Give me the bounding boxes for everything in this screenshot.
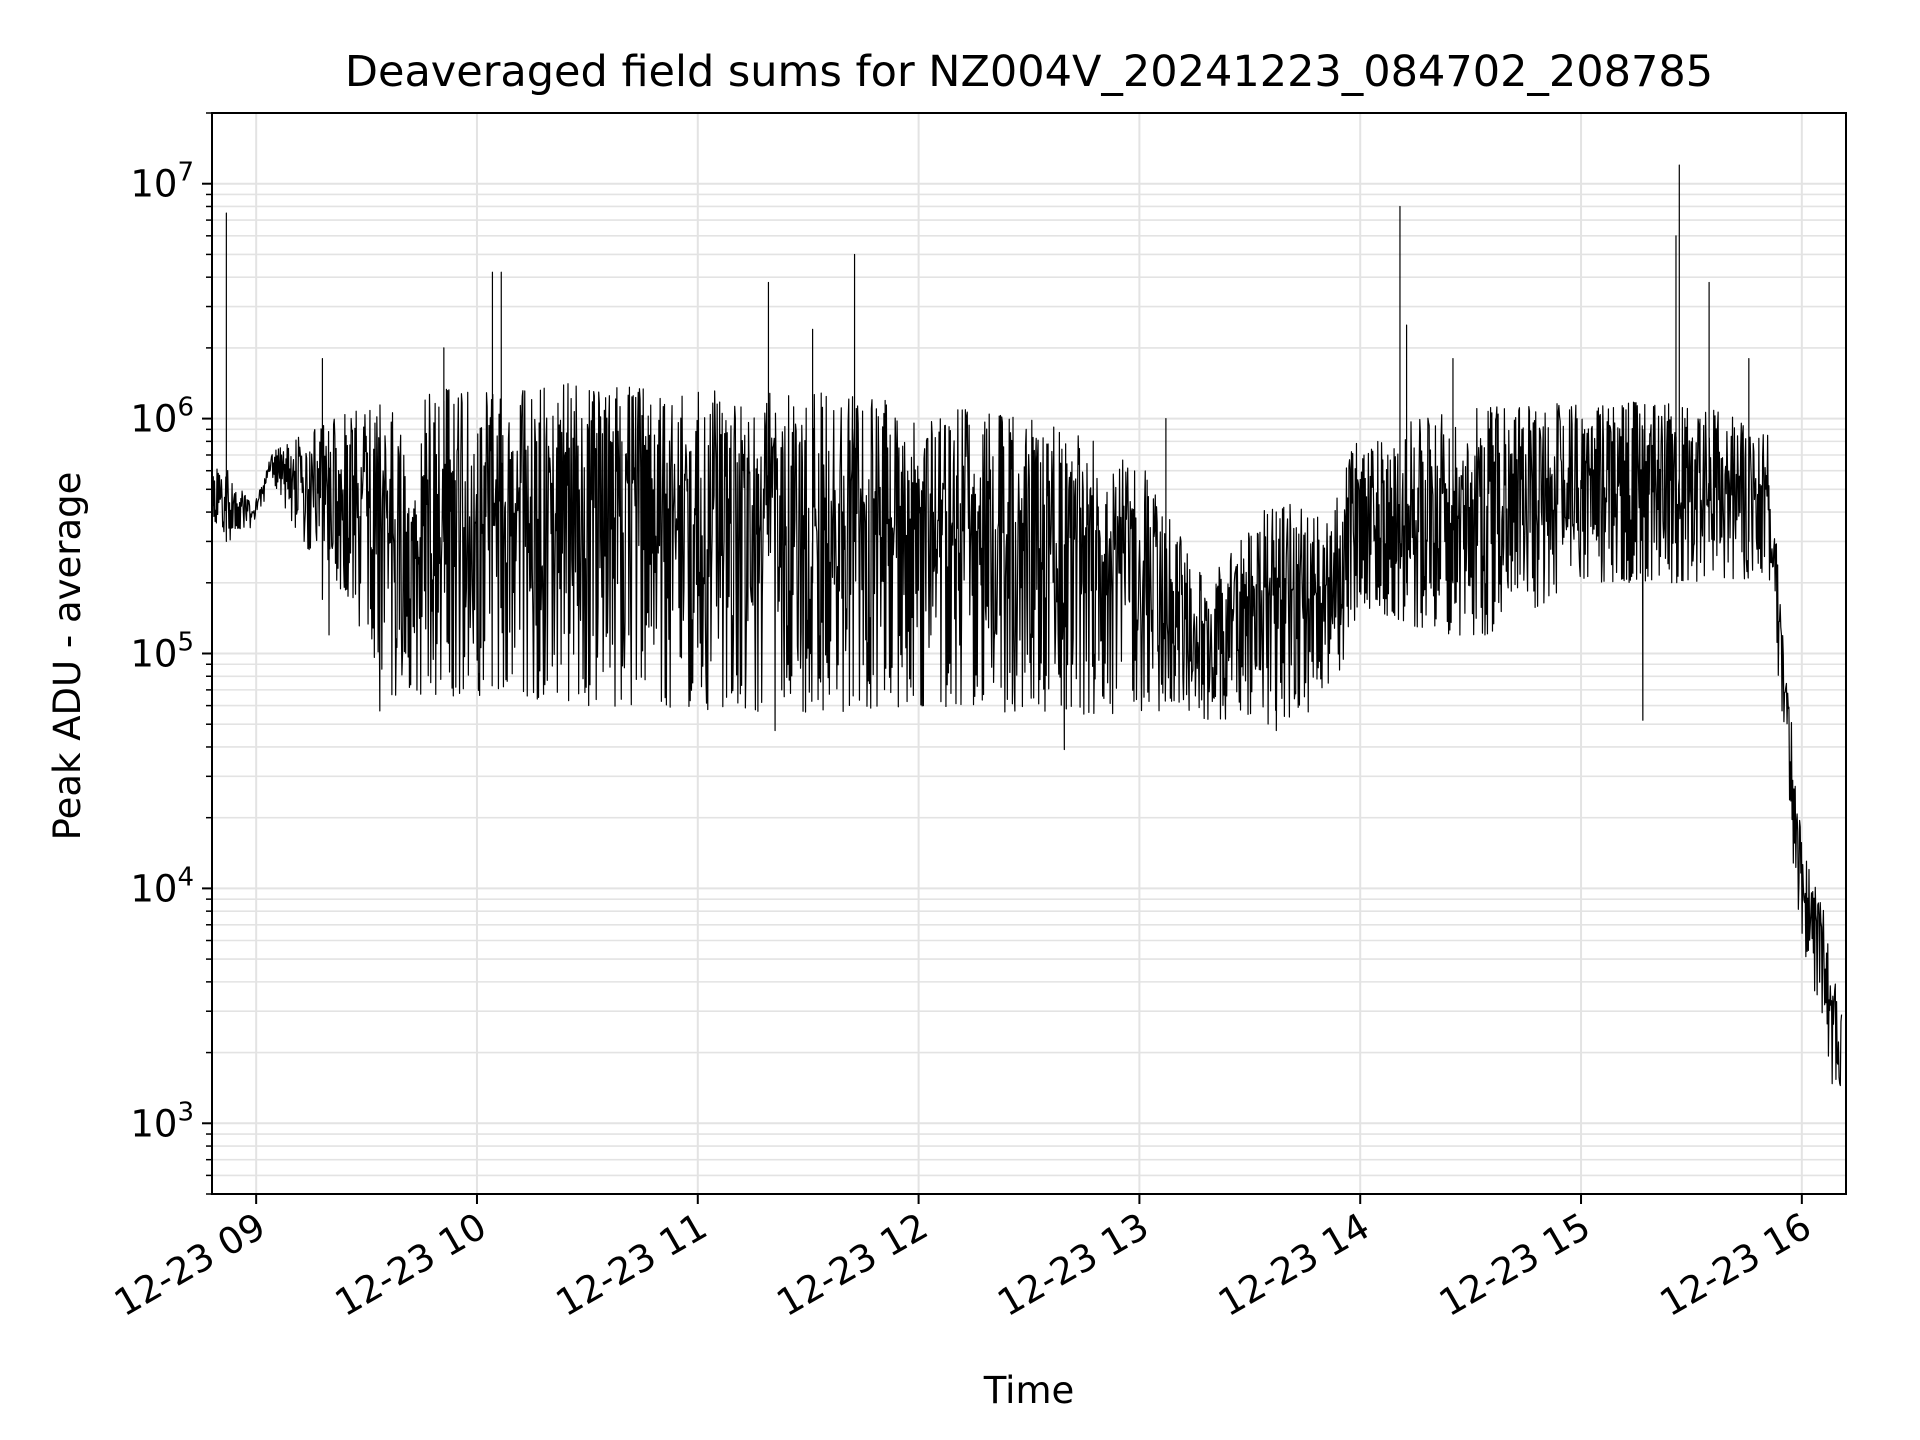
y-tick-label-exponent: 3 bbox=[177, 1097, 194, 1127]
y-tick-label: 106 bbox=[130, 393, 194, 441]
y-tick-label-exponent: 5 bbox=[177, 628, 194, 658]
y-tick-label: 104 bbox=[130, 862, 194, 910]
y-tick-label-exponent: 6 bbox=[177, 393, 194, 423]
y-tick-label-base: 10 bbox=[130, 1102, 177, 1145]
y-tick-label: 107 bbox=[130, 158, 194, 206]
y-tick-label-base: 10 bbox=[130, 398, 177, 441]
series-layer bbox=[211, 164, 1843, 1087]
y-tick-label-base: 10 bbox=[130, 163, 177, 206]
chart-title: Deaveraged field sums for NZ004V_2024122… bbox=[345, 47, 1713, 97]
x-axis-label: Time bbox=[983, 1369, 1075, 1412]
y-tick-label-exponent: 7 bbox=[177, 158, 194, 188]
y-tick-label: 103 bbox=[130, 1097, 194, 1145]
grid bbox=[212, 112, 1846, 1195]
y-tick-label-base: 10 bbox=[130, 633, 177, 676]
y-tick-label-base: 10 bbox=[130, 867, 177, 910]
y-tick-label-exponent: 4 bbox=[177, 862, 194, 892]
y-axis-label: Peak ADU - average bbox=[46, 472, 89, 841]
y-tick-label: 105 bbox=[130, 628, 194, 676]
series-line bbox=[211, 164, 1843, 1087]
